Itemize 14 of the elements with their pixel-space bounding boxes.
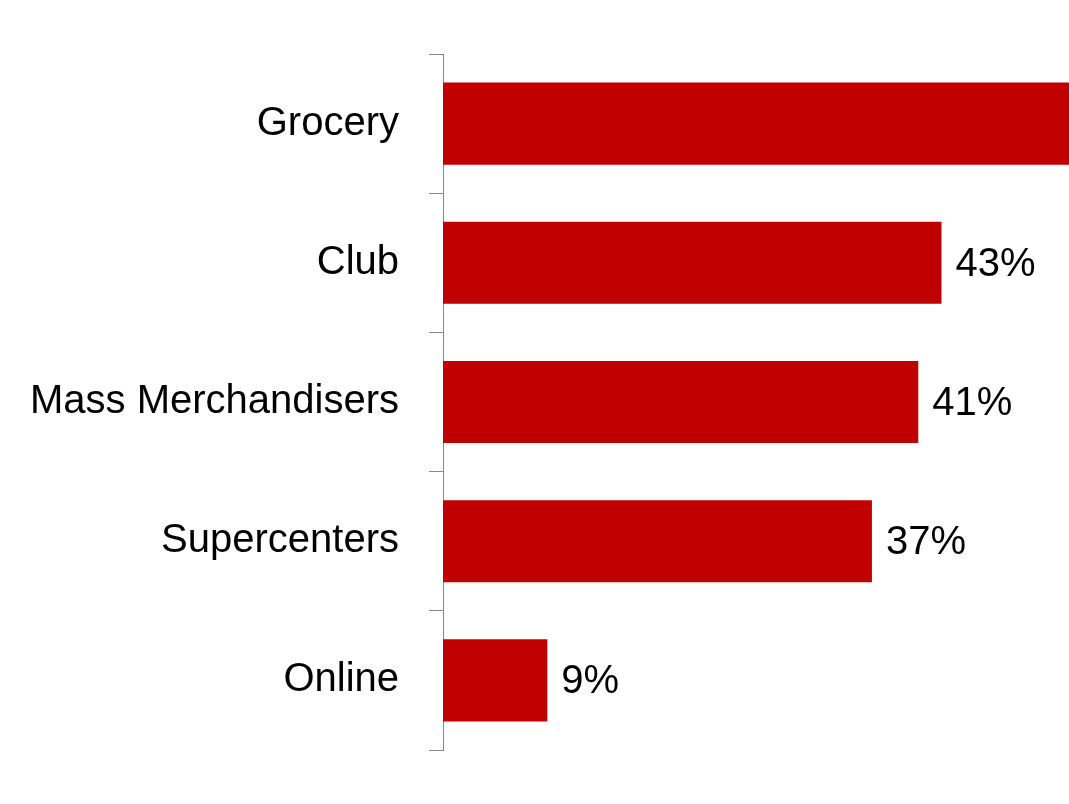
bar xyxy=(443,82,1069,165)
bar xyxy=(443,500,872,583)
y-tick-label: Supercenters xyxy=(161,516,399,561)
bar xyxy=(443,221,942,304)
bar xyxy=(443,360,919,444)
y-tick-label: Online xyxy=(283,655,399,700)
data-label: 41% xyxy=(932,379,1013,424)
y-tick-label: Club xyxy=(316,237,399,282)
y-tick-label: Mass Merchandisers xyxy=(29,377,399,422)
bar xyxy=(443,639,548,722)
y-tick-label: Grocery xyxy=(256,98,399,143)
data-label: 43% xyxy=(955,239,1036,284)
data-label: 37% xyxy=(885,518,966,563)
data-label: 9% xyxy=(561,657,620,702)
